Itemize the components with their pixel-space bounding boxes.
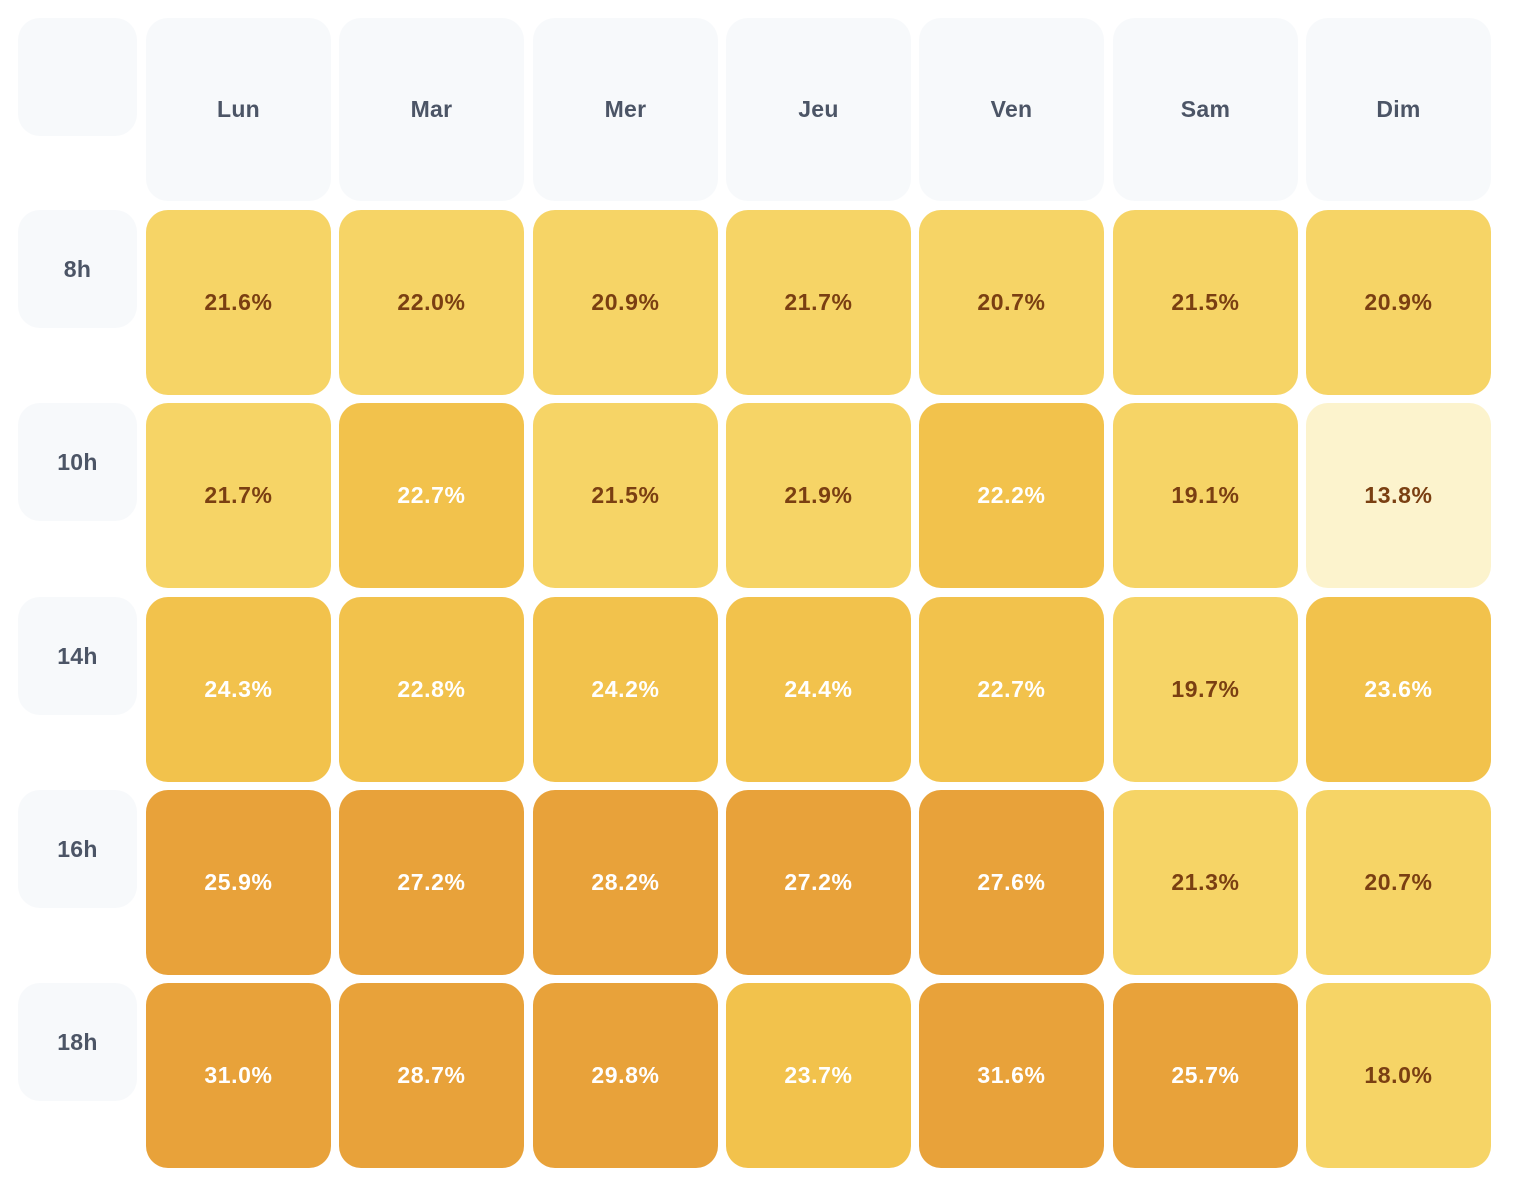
heatmap-cell: 22.0% xyxy=(339,210,524,395)
heatmap-cell: 22.8% xyxy=(339,597,524,782)
heatmap-cell-value: 22.7% xyxy=(977,676,1046,702)
heatmap-cell-value: 21.6% xyxy=(204,289,273,315)
heatmap-cell: 22.2% xyxy=(919,403,1104,588)
heatmap-cell-value: 27.2% xyxy=(397,869,466,895)
heatmap-cell: 31.6% xyxy=(919,983,1104,1168)
column-header-dim: Dim xyxy=(1306,18,1491,201)
heatmap-cell-value: 22.2% xyxy=(977,482,1046,508)
heatmap-cell-value: 22.0% xyxy=(397,289,466,315)
heatmap-cell-value: 31.0% xyxy=(204,1062,273,1088)
heatmap-cell: 21.7% xyxy=(146,403,331,588)
column-header-sam: Sam xyxy=(1113,18,1298,201)
heatmap-cell: 20.9% xyxy=(533,210,718,395)
heatmap-cell: 21.7% xyxy=(726,210,911,395)
row-header-label: 10h xyxy=(57,448,98,475)
heatmap-cell-value: 20.9% xyxy=(1364,289,1433,315)
column-header-label: Jeu xyxy=(798,96,839,122)
row-header-label: 18h xyxy=(57,1028,98,1055)
heatmap-cell-value: 22.7% xyxy=(397,482,466,508)
column-header-label: Sam xyxy=(1180,96,1231,122)
column-header-label: Ven xyxy=(990,96,1033,122)
corner-cell xyxy=(18,18,137,136)
heatmap-cell-value: 21.5% xyxy=(1171,289,1240,315)
heatmap-cell: 27.2% xyxy=(339,790,524,975)
heatmap-cell-value: 21.5% xyxy=(591,482,660,508)
heatmap-cell-value: 21.3% xyxy=(1171,869,1240,895)
heatmap-cell-value: 13.8% xyxy=(1364,482,1433,508)
heatmap-cell-value: 18.0% xyxy=(1364,1062,1433,1088)
heatmap-cell-value: 20.7% xyxy=(1364,869,1433,895)
heatmap-cell: 28.2% xyxy=(533,790,718,975)
heatmap-cell: 27.6% xyxy=(919,790,1104,975)
heatmap-cell-value: 21.7% xyxy=(204,482,273,508)
heatmap-cell: 24.3% xyxy=(146,597,331,782)
heatmap-cell: 31.0% xyxy=(146,983,331,1168)
heatmap-cell: 20.9% xyxy=(1306,210,1491,395)
row-header-label: 8h xyxy=(63,255,92,282)
heatmap-cell: 22.7% xyxy=(339,403,524,588)
heatmap-cell: 25.9% xyxy=(146,790,331,975)
heatmap-cell: 28.7% xyxy=(339,983,524,1168)
column-header-lun: Lun xyxy=(146,18,331,201)
row-header-8h: 8h xyxy=(18,210,137,328)
row-header-label: 14h xyxy=(57,642,98,669)
heatmap-cell-value: 24.3% xyxy=(204,676,273,702)
heatmap-cell: 24.2% xyxy=(533,597,718,782)
heatmap-cell-value: 28.7% xyxy=(397,1062,466,1088)
heatmap-cell: 20.7% xyxy=(1306,790,1491,975)
heatmap-cell-value: 19.1% xyxy=(1171,482,1240,508)
row-header-10h: 10h xyxy=(18,403,137,521)
heatmap-cell-value: 31.6% xyxy=(977,1062,1046,1088)
heatmap-cell: 21.6% xyxy=(146,210,331,395)
heatmap-cell-value: 22.8% xyxy=(397,676,466,702)
heatmap-cell: 23.7% xyxy=(726,983,911,1168)
heatmap-cell: 21.5% xyxy=(1113,210,1298,395)
heatmap-cell-value: 28.2% xyxy=(591,869,660,895)
heatmap-cell: 21.5% xyxy=(533,403,718,588)
heatmap-cell-value: 20.7% xyxy=(977,289,1046,315)
heatmap-cell: 25.7% xyxy=(1113,983,1298,1168)
heatmap-cell: 24.4% xyxy=(726,597,911,782)
heatmap-cell: 23.6% xyxy=(1306,597,1491,782)
heatmap-cell: 13.8% xyxy=(1306,403,1491,588)
heatmap-cell-value: 25.9% xyxy=(204,869,273,895)
heatmap-cell-value: 24.2% xyxy=(591,676,660,702)
row-header-14h: 14h xyxy=(18,597,137,715)
heatmap-cell: 19.7% xyxy=(1113,597,1298,782)
heatmap-cell-value: 23.7% xyxy=(784,1062,853,1088)
column-header-label: Lun xyxy=(216,96,261,122)
heatmap-cell: 27.2% xyxy=(726,790,911,975)
column-header-mer: Mer xyxy=(533,18,718,201)
row-header-label: 16h xyxy=(57,835,98,862)
heatmap-cell: 19.1% xyxy=(1113,403,1298,588)
heatmap-cell: 20.7% xyxy=(919,210,1104,395)
heatmap-cell: 18.0% xyxy=(1306,983,1491,1168)
row-header-16h: 16h xyxy=(18,790,137,908)
heatmap-cell: 21.3% xyxy=(1113,790,1298,975)
column-header-label: Mar xyxy=(410,96,453,122)
heatmap-cell-value: 21.9% xyxy=(784,482,853,508)
heatmap-cell-value: 29.8% xyxy=(591,1062,660,1088)
heatmap-cell-value: 19.7% xyxy=(1171,676,1240,702)
heatmap-cell-value: 27.6% xyxy=(977,869,1046,895)
heatmap-cell: 21.9% xyxy=(726,403,911,588)
heatmap-cell-value: 24.4% xyxy=(784,676,853,702)
column-header-label: Dim xyxy=(1376,96,1421,122)
heatmap-cell-value: 21.7% xyxy=(784,289,853,315)
column-header-label: Mer xyxy=(604,96,647,122)
heatmap-cell-value: 23.6% xyxy=(1364,676,1433,702)
heatmap-cell-value: 20.9% xyxy=(591,289,660,315)
row-header-18h: 18h xyxy=(18,983,137,1101)
heatmap-cell: 29.8% xyxy=(533,983,718,1168)
heatmap-cell-value: 25.7% xyxy=(1171,1062,1240,1088)
heatmap-cell-value: 27.2% xyxy=(784,869,853,895)
column-header-jeu: Jeu xyxy=(726,18,911,201)
heatmap-cell: 22.7% xyxy=(919,597,1104,782)
column-header-ven: Ven xyxy=(919,18,1104,201)
column-header-mar: Mar xyxy=(339,18,524,201)
